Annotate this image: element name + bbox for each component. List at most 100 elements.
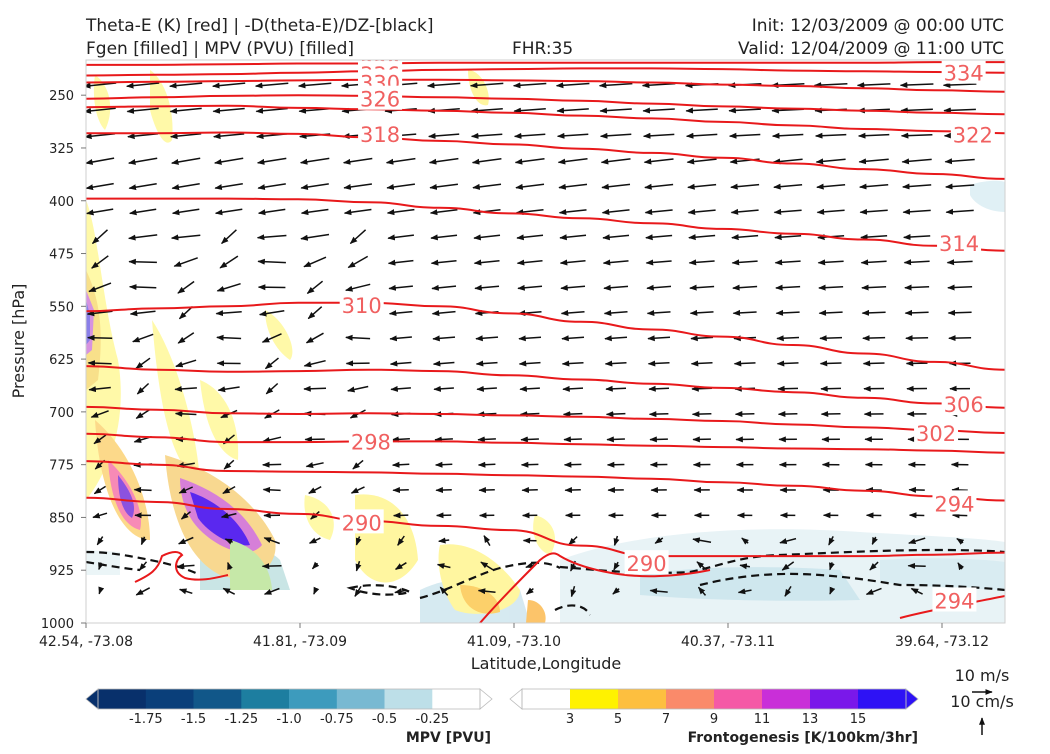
x-tick-label: 39.64, -73.12 [895, 634, 989, 650]
wind-arrow [778, 363, 799, 364]
wind-arrow [564, 414, 583, 415]
wind-arrow [692, 363, 713, 364]
wind-arrow [821, 388, 841, 389]
colorbar-extend-right [480, 689, 492, 709]
theta-e-label: 294 [934, 492, 974, 516]
init-time: Init: 12/03/2009 @ 00:00 UTC [752, 16, 1004, 36]
wind-arrow [821, 363, 842, 364]
wind-arrow [129, 262, 157, 263]
wind-arrow [263, 490, 280, 491]
colorbar-swatch [714, 689, 763, 709]
colorbar-swatch [570, 689, 619, 709]
x-tick-label: 41.09, -73.10 [467, 634, 561, 650]
wind-arrow [949, 338, 971, 339]
theta-e-label: 302 [916, 422, 956, 446]
wind-arrow [607, 439, 625, 440]
wind-arrow [88, 338, 112, 339]
theta-e-label: 290 [627, 552, 667, 576]
colorbar-tick-label: 11 [754, 712, 771, 727]
wind-arrow [948, 287, 972, 288]
wind-arrow [394, 515, 409, 516]
colorbar-tick-label: -1.0 [276, 712, 301, 727]
chart-title-left-2: Fgen [filled] | MPV (PVU) [filled] [86, 39, 354, 59]
colorbar-swatch [337, 689, 385, 709]
theta-e-label: 298 [351, 430, 391, 454]
colorbar-tick-label: -1.5 [181, 712, 206, 727]
x-tick-label: 42.54, -73.08 [39, 634, 133, 650]
wind-arrow [693, 414, 712, 415]
y-tick-label: 1000 [41, 617, 74, 632]
y-tick-label: 850 [49, 511, 74, 526]
chart-title-left-1: Theta-E (K) [red] | -D(theta-E)/DZ-[blac… [85, 16, 434, 36]
wind-arrow [735, 363, 756, 364]
y-tick-label: 700 [49, 406, 74, 421]
wind-arrow [778, 388, 798, 389]
wind-arrow [607, 414, 626, 415]
wind-arrow [649, 388, 669, 389]
colorbar-swatch [98, 689, 146, 709]
wind-arrow [436, 464, 453, 465]
mpv-colorbar-label: MPV [PVU] [406, 730, 491, 746]
wind-arrow [606, 388, 626, 389]
theta-e-label: 294 [934, 589, 974, 613]
theta-e-label: 318 [360, 123, 400, 147]
x-axis-label: Latitude,Longitude [471, 654, 622, 673]
wind-arrow [820, 338, 842, 339]
wind-arrow [478, 439, 496, 440]
wind-arrow [263, 566, 282, 567]
wind-arrow [905, 312, 928, 313]
wind-arrow [263, 464, 281, 465]
wind-arrow [130, 287, 157, 288]
theta-e-label: 306 [944, 393, 984, 417]
wind-arrow [565, 464, 582, 465]
y-axis-label: Pressure [hPa] [9, 284, 28, 399]
wind-arrow [777, 338, 799, 339]
colorbar-swatch [666, 689, 715, 709]
colorbar-swatch [762, 689, 811, 709]
wind-arrow [905, 287, 929, 288]
colorbar-swatch [385, 689, 433, 709]
colorbar-tick-label: -0.75 [320, 712, 354, 727]
wind-arrow [134, 490, 151, 491]
colorbar-tick-label: 7 [662, 712, 670, 727]
colorbar-swatch [858, 689, 907, 709]
fgen-colorbar-label: Frontogenesis [K/100km/3hr] [688, 730, 918, 746]
wind-arrow [435, 439, 453, 440]
colorbar-extend-right [906, 689, 918, 709]
y-tick-label: 325 [49, 142, 74, 157]
wind-arrow [948, 312, 971, 313]
theta-e-label: 322 [953, 124, 993, 148]
wind-arrow [393, 490, 409, 491]
theta-e-label: 334 [944, 62, 984, 86]
colorbar-tick-label: -1.25 [224, 712, 258, 727]
colorbar-tick-label: -1.75 [129, 712, 163, 727]
wind-arrow [564, 439, 582, 440]
wind-scale-vertical: 10 cm/s [950, 692, 1014, 711]
colorbar-swatch [146, 689, 194, 709]
wind-arrow [521, 439, 539, 440]
wind-arrow [393, 464, 410, 465]
wind-scale-horizontal: 10 m/s [955, 666, 1010, 685]
colorbar-extend-left [86, 689, 98, 709]
wind-arrow [522, 464, 539, 465]
wind-arrow [392, 439, 410, 440]
colorbar-tick-label: -0.5 [372, 712, 397, 727]
wind-arrow [650, 439, 668, 440]
y-tick-label: 925 [49, 564, 74, 579]
y-tick-label: 775 [49, 459, 74, 474]
y-tick-label: 400 [49, 195, 74, 210]
y-tick-label: 550 [49, 300, 74, 315]
wind-arrow [864, 363, 885, 364]
wind-arrow [304, 388, 326, 389]
y-tick-label: 250 [49, 89, 74, 104]
mpv-colorbar: -1.75-1.5-1.25-1.0-0.75-0.5-0.25 [86, 689, 492, 727]
colorbar-swatch [432, 689, 480, 709]
wind-arrow [906, 338, 928, 339]
wind-arrow [436, 490, 452, 491]
colorbar-swatch [241, 689, 289, 709]
forecast-hour: FHR:35 [512, 39, 573, 59]
wind-arrow [649, 363, 670, 364]
colorbar-swatch [618, 689, 667, 709]
